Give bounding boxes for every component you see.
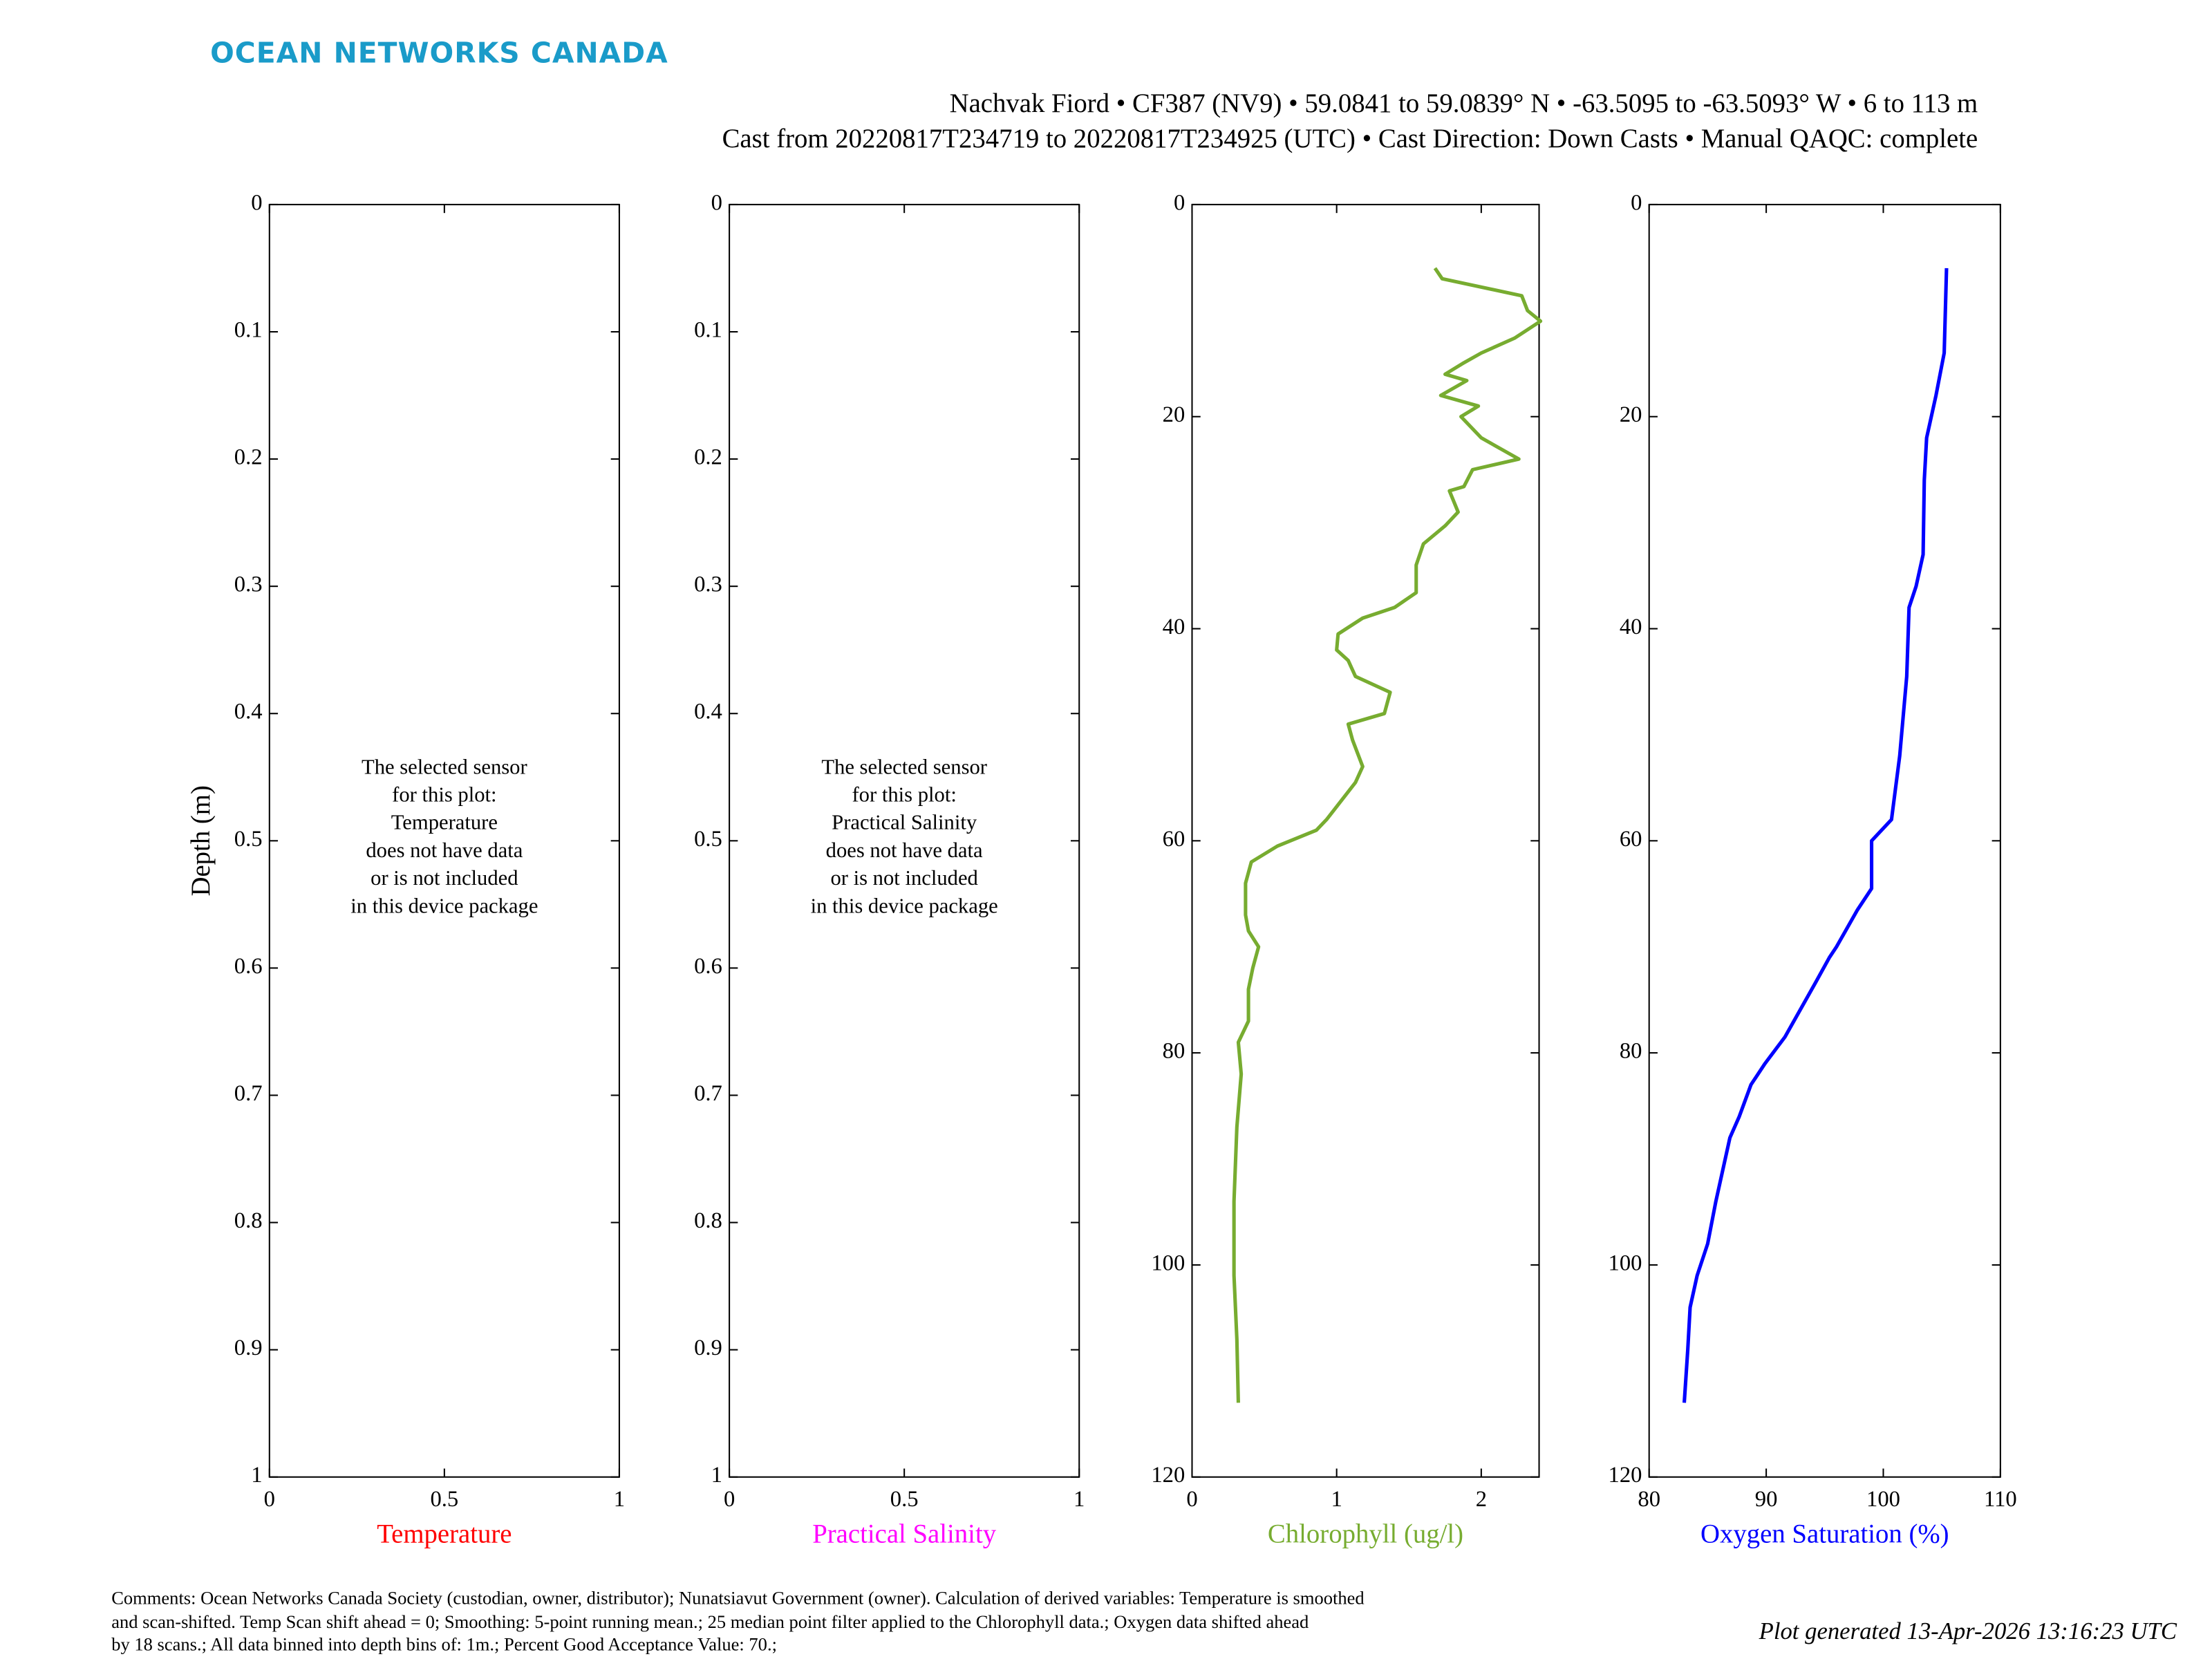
no-data-note: or is not included xyxy=(371,866,518,890)
x-axis-label: Chlorophyll (ug/l) xyxy=(1268,1519,1463,1548)
x-tick-label: 0 xyxy=(724,1487,735,1512)
x-tick-label: 100 xyxy=(1866,1487,1900,1512)
y-tick-label: 0.7 xyxy=(234,1081,263,1106)
y-tick-label: 0 xyxy=(1174,190,1185,215)
y-tick-label: 0.3 xyxy=(694,572,722,597)
x-tick-label: 2 xyxy=(1476,1487,1487,1512)
x-axis-label: Practical Salinity xyxy=(812,1519,997,1548)
no-data-note: The selected sensor xyxy=(821,755,987,778)
y-tick-label: 0.1 xyxy=(234,318,263,343)
y-tick-label: 0.8 xyxy=(234,1208,263,1233)
y-tick-label: 40 xyxy=(1620,615,1642,639)
y-tick-label: 0.1 xyxy=(694,318,722,343)
no-data-note: does not have data xyxy=(366,838,523,862)
x-tick-label: 0 xyxy=(264,1487,275,1512)
y-tick-label: 0.7 xyxy=(694,1081,722,1106)
comment: and scan-shifted. Temp Scan shift ahead … xyxy=(111,1611,1309,1632)
no-data-note: Practical Salinity xyxy=(832,811,977,834)
comment: Comments: Ocean Networks Canada Society … xyxy=(111,1587,1364,1608)
y-tick-label: 0.2 xyxy=(234,445,263,470)
x-tick-label: 90 xyxy=(1755,1487,1778,1512)
y-tick-label: 0 xyxy=(1631,190,1642,215)
y-tick-label: 80 xyxy=(1163,1039,1185,1064)
y-tick-label: 1 xyxy=(251,1463,262,1488)
y-tick-label: 0.6 xyxy=(234,954,263,979)
no-data-note: or is not included xyxy=(830,866,977,890)
no-data-note: does not have data xyxy=(826,838,983,862)
y-tick-label: 0.4 xyxy=(694,700,722,724)
title: Nachvak Fiord • CF387 (NV9) • 59.0841 to… xyxy=(950,88,1978,118)
y-tick-label: 120 xyxy=(1609,1463,1642,1488)
no-data-note: in this device package xyxy=(811,894,998,917)
no-data-note: for this plot: xyxy=(852,782,956,806)
y-tick-label: 0.4 xyxy=(234,700,263,724)
y-axis-label: Depth (m) xyxy=(186,785,216,896)
y-tick-label: 0.5 xyxy=(234,827,263,852)
x-axis-label: Oxygen Saturation (%) xyxy=(1700,1519,1949,1548)
y-tick-label: 0.9 xyxy=(234,1335,263,1360)
logo: OCEAN NETWORKS CANADA xyxy=(210,37,668,70)
profile-line xyxy=(1232,267,1543,1403)
x-tick-label: 1 xyxy=(1331,1487,1342,1512)
y-tick-label: 40 xyxy=(1163,615,1185,639)
no-data-note: for this plot: xyxy=(392,782,496,806)
x-axis-label: Temperature xyxy=(377,1519,512,1548)
no-data-note: The selected sensor xyxy=(362,755,527,778)
x-tick-label: 1 xyxy=(614,1487,625,1512)
y-tick-label: 120 xyxy=(1151,1463,1185,1488)
y-tick-label: 0.6 xyxy=(694,954,722,979)
y-tick-label: 0.5 xyxy=(694,827,722,852)
y-tick-label: 0.3 xyxy=(234,572,263,597)
no-data-note: in this device package xyxy=(350,894,538,917)
subtitle: Cast from 20220817T234719 to 20220817T23… xyxy=(722,124,1978,153)
no-data-note: Temperature xyxy=(391,811,498,834)
x-tick-label: 0.5 xyxy=(430,1487,458,1512)
y-tick-label: 0.2 xyxy=(694,445,722,470)
comment: by 18 scans.; All data binned into depth… xyxy=(111,1634,777,1655)
y-tick-label: 0 xyxy=(251,190,262,215)
y-tick-label: 80 xyxy=(1620,1039,1642,1064)
y-tick-label: 1 xyxy=(711,1463,722,1488)
x-tick-label: 0.5 xyxy=(890,1487,919,1512)
y-tick-label: 0 xyxy=(711,190,722,215)
y-tick-label: 60 xyxy=(1620,827,1642,852)
y-tick-label: 0.9 xyxy=(694,1335,722,1360)
y-tick-label: 60 xyxy=(1163,827,1185,852)
y-tick-label: 100 xyxy=(1151,1250,1185,1275)
profile-line xyxy=(1682,268,1949,1403)
y-tick-label: 100 xyxy=(1609,1250,1642,1275)
x-tick-label: 80 xyxy=(1638,1487,1660,1512)
y-tick-label: 20 xyxy=(1163,402,1185,427)
generated-stamp: Plot generated 13-Apr-2026 13:16:23 UTC xyxy=(1759,1618,2177,1644)
x-tick-label: 0 xyxy=(1186,1487,1197,1512)
y-tick-label: 0.8 xyxy=(694,1208,722,1233)
y-tick-label: 20 xyxy=(1620,402,1642,427)
x-tick-label: 110 xyxy=(1984,1487,2017,1512)
x-tick-label: 1 xyxy=(1074,1487,1085,1512)
